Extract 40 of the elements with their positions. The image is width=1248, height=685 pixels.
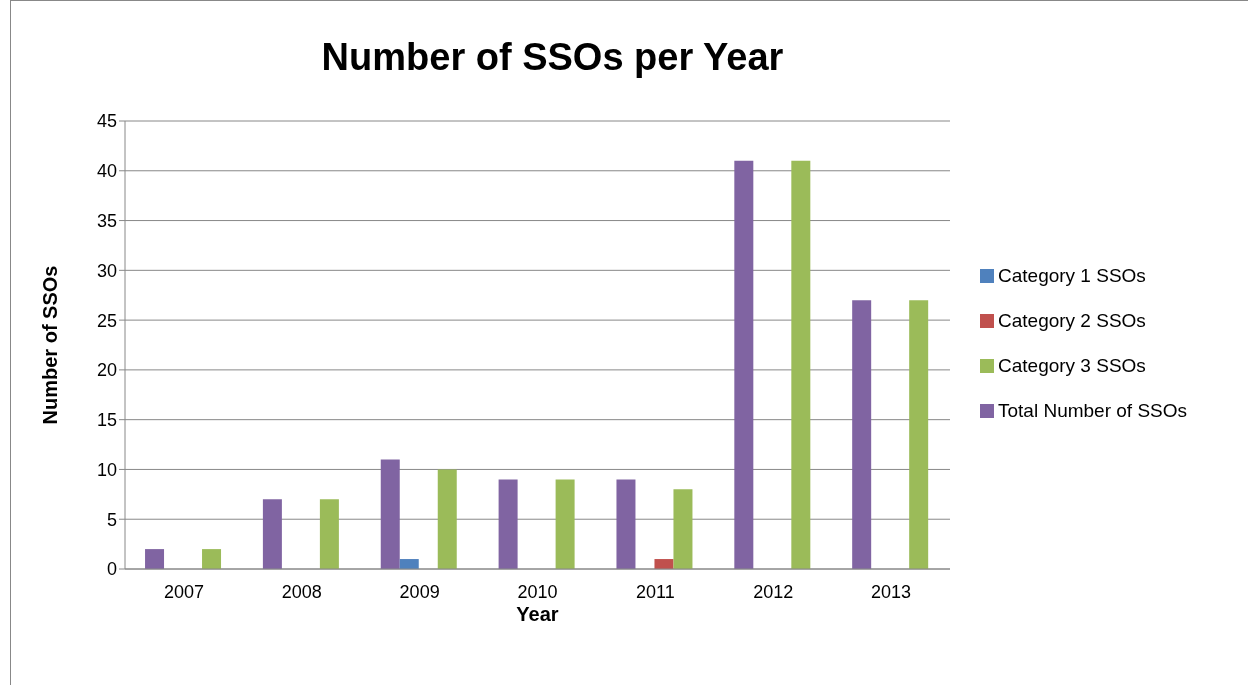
- y-tick-label: 25: [96, 310, 117, 331]
- bar: [437, 469, 457, 569]
- bar: [654, 559, 674, 569]
- x-tick-label: 2012: [753, 581, 794, 602]
- x-tick-label: 2009: [399, 581, 440, 602]
- bar: [399, 559, 419, 569]
- bar: [909, 300, 929, 569]
- x-tick-label: 2013: [871, 581, 912, 602]
- y-tick-label: 30: [96, 260, 117, 281]
- x-tick-label: 2010: [517, 581, 558, 602]
- bar: [734, 160, 754, 569]
- y-axis-title: Number of SSOs: [39, 265, 62, 425]
- bar: [319, 499, 339, 569]
- x-tick-label: 2007: [163, 581, 204, 602]
- bar: [202, 549, 222, 569]
- bar: [262, 499, 282, 569]
- x-tick-label: 2008: [281, 581, 322, 602]
- bar: [145, 549, 165, 569]
- bar: [498, 479, 518, 569]
- legend-label: Category 1 SSOs: [998, 264, 1146, 286]
- legend-label: Total Number of SSOs: [998, 399, 1188, 421]
- y-tick-label: 40: [96, 161, 117, 182]
- bar: [673, 489, 693, 569]
- bar: [791, 160, 811, 569]
- y-tick-label: 5: [106, 509, 117, 530]
- legend-label: Category 2 SSOs: [998, 309, 1146, 331]
- legend-label: Category 3 SSOs: [998, 354, 1146, 376]
- y-tick-label: 45: [96, 111, 117, 132]
- y-tick-label: 10: [96, 459, 117, 480]
- bar: [380, 459, 400, 569]
- bar: [616, 479, 636, 569]
- bar: [852, 300, 872, 569]
- y-tick-label: 15: [96, 410, 117, 431]
- x-axis-title: Year: [516, 603, 559, 625]
- x-tick-label: 2011: [636, 581, 675, 602]
- chart-title: Number of SSOs per Year: [320, 36, 785, 79]
- y-tick-label: 35: [96, 210, 117, 231]
- bar: [555, 479, 575, 569]
- y-tick-label: 0: [106, 559, 117, 580]
- y-tick-label: 20: [96, 360, 117, 381]
